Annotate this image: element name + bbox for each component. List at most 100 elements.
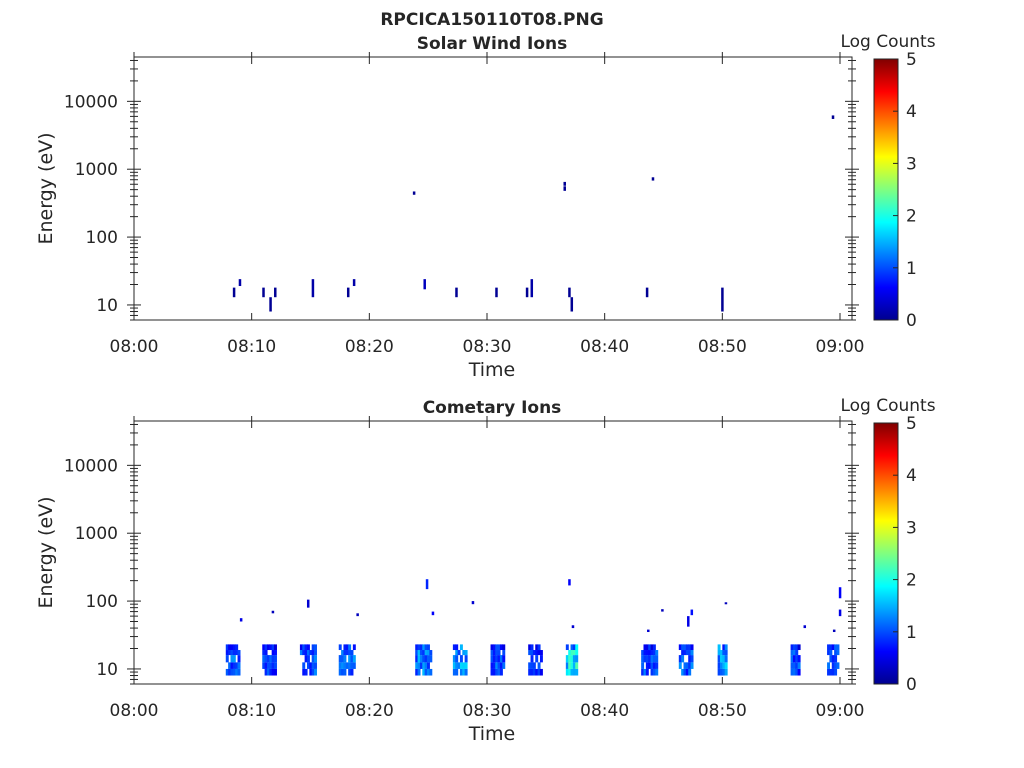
data-cell bbox=[678, 655, 682, 663]
data-cell bbox=[345, 662, 349, 669]
plot-area bbox=[133, 56, 853, 321]
data-cell bbox=[650, 655, 654, 663]
data-cell bbox=[490, 662, 494, 669]
data-cell bbox=[457, 650, 461, 656]
data-cell bbox=[228, 668, 232, 676]
data-cell bbox=[790, 655, 794, 663]
colorbar-tick-label: 3 bbox=[906, 154, 917, 174]
data-cell bbox=[532, 650, 536, 656]
data-cell bbox=[795, 644, 799, 651]
data-cell bbox=[836, 644, 840, 651]
data-cell bbox=[572, 662, 576, 669]
y-tick-label: 1000 bbox=[75, 524, 118, 544]
data-cell bbox=[717, 644, 721, 651]
data-cell bbox=[831, 668, 835, 676]
data-cell bbox=[306, 644, 310, 651]
colorbar-tick-label: 3 bbox=[906, 518, 917, 538]
data-cell bbox=[429, 668, 433, 676]
data-cell bbox=[462, 662, 466, 669]
data-cell bbox=[724, 662, 728, 669]
data-cell bbox=[264, 662, 268, 669]
data-cell bbox=[690, 650, 694, 656]
data-cell bbox=[422, 655, 426, 663]
data-cell bbox=[570, 644, 574, 651]
data-cell bbox=[343, 650, 347, 656]
data-cell bbox=[269, 668, 273, 676]
data-cell bbox=[645, 668, 649, 676]
data-cell bbox=[685, 644, 689, 651]
data-cell bbox=[652, 655, 656, 663]
data-cell bbox=[455, 662, 459, 669]
data-cell bbox=[417, 650, 421, 656]
data-cell bbox=[425, 579, 429, 590]
data-cell bbox=[422, 644, 426, 651]
x-tick-label: 09:00 bbox=[816, 337, 865, 357]
data-cell bbox=[834, 668, 838, 676]
data-cell bbox=[350, 668, 354, 676]
data-cell bbox=[274, 662, 277, 669]
data-cell bbox=[348, 650, 352, 656]
data-cell bbox=[790, 650, 794, 656]
data-cell bbox=[419, 644, 423, 651]
data-cell bbox=[350, 650, 354, 656]
data-cell bbox=[539, 655, 543, 663]
data-cell bbox=[688, 644, 692, 651]
data-cell bbox=[575, 668, 579, 676]
data-cell bbox=[497, 662, 501, 669]
data-cell bbox=[537, 650, 541, 656]
data-cell bbox=[719, 668, 723, 676]
data-cell bbox=[266, 644, 270, 651]
data-cell bbox=[528, 662, 532, 669]
y-axis-label: Energy (eV) bbox=[35, 496, 57, 608]
data-cell bbox=[834, 655, 838, 663]
data-cell bbox=[652, 650, 656, 656]
data-cell bbox=[306, 599, 310, 608]
data-cell bbox=[683, 644, 687, 651]
y-axis-label: Energy (eV) bbox=[35, 132, 57, 244]
x-tick-label: 08:50 bbox=[698, 337, 747, 357]
panel-title: Solar Wind Ions bbox=[417, 34, 568, 54]
data-cell bbox=[827, 644, 831, 651]
data-cell bbox=[495, 668, 499, 676]
data-cell bbox=[311, 662, 315, 669]
data-cell bbox=[352, 655, 356, 663]
data-cell bbox=[348, 662, 352, 669]
data-cell bbox=[232, 655, 236, 663]
data-cell bbox=[717, 662, 721, 669]
data-cell bbox=[535, 655, 539, 663]
data-cell bbox=[464, 650, 468, 656]
data-cell bbox=[647, 629, 650, 633]
data-cell bbox=[419, 662, 423, 669]
data-cell bbox=[228, 644, 232, 651]
data-cell bbox=[306, 662, 310, 669]
data-cell bbox=[262, 662, 266, 669]
data-cell bbox=[532, 662, 536, 669]
data-cell bbox=[831, 115, 835, 119]
data-cell bbox=[429, 650, 433, 656]
data-cell bbox=[452, 668, 456, 676]
data-cell bbox=[302, 668, 306, 676]
data-cell bbox=[570, 297, 574, 312]
data-cell bbox=[792, 644, 796, 651]
data-cell bbox=[572, 650, 576, 656]
data-cell bbox=[262, 650, 266, 656]
data-cell bbox=[309, 650, 313, 656]
data-cell bbox=[343, 662, 347, 669]
data-cell bbox=[306, 655, 310, 663]
data-cell bbox=[343, 668, 347, 676]
data-cell bbox=[415, 655, 419, 663]
x-tick-label: 08:00 bbox=[110, 701, 159, 721]
data-cell bbox=[415, 668, 419, 676]
data-cell bbox=[724, 602, 728, 605]
data-cell bbox=[271, 650, 275, 656]
data-cell bbox=[650, 644, 654, 651]
data-cells bbox=[232, 115, 835, 312]
x-tick-label: 08:40 bbox=[580, 337, 629, 357]
panel-title: Cometary Ions bbox=[423, 398, 562, 418]
data-cell bbox=[341, 668, 345, 676]
data-cell bbox=[497, 655, 501, 663]
data-cell bbox=[338, 662, 342, 669]
data-cell bbox=[721, 287, 724, 312]
data-cell bbox=[683, 668, 687, 676]
